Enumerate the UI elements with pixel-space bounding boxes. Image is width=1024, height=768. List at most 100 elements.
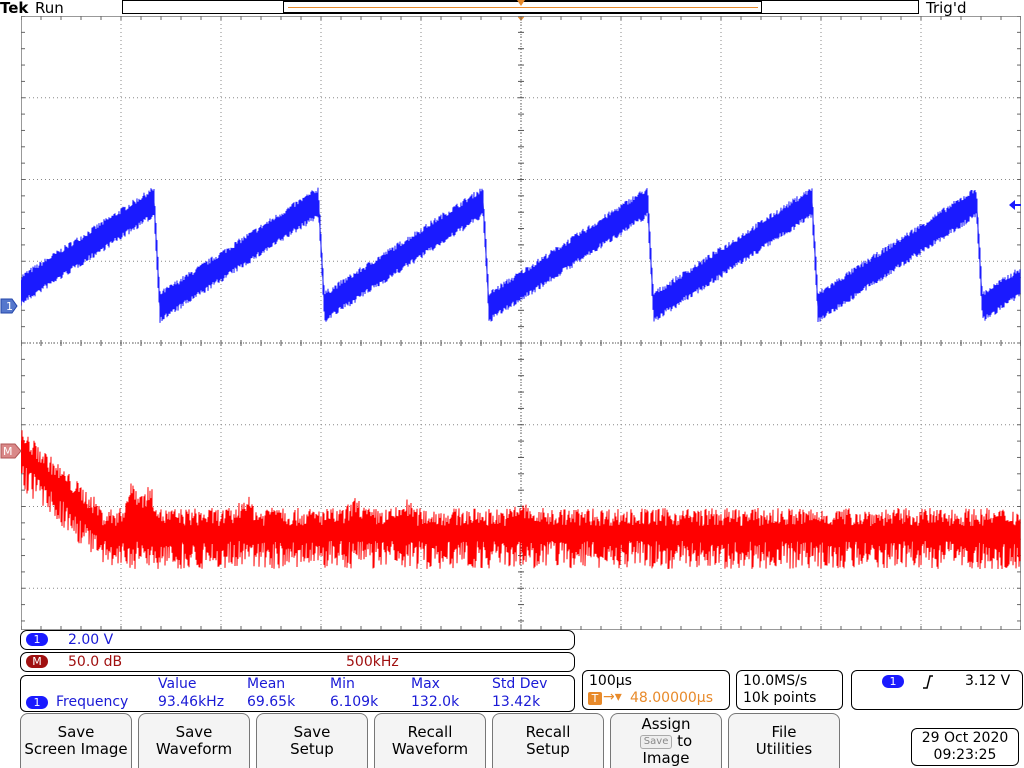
grid-dot: [820, 132, 822, 133]
trigger-readout[interactable]: 1 3.12 V: [851, 670, 1023, 710]
waveform-display[interactable]: [21, 16, 1021, 630]
grid-dot: [720, 52, 722, 53]
grid-dot: [220, 96, 222, 97]
center-axis-dot: [855, 342, 856, 344]
measurement-panel[interactable]: Value Mean Min Max Std Dev 1 Frequency 9…: [20, 675, 575, 712]
grid-dot: [285, 260, 286, 262]
grid-dot: [713, 587, 714, 589]
grid-dot: [849, 97, 850, 99]
grid-dot: [609, 506, 610, 507]
grid-dot: [520, 252, 522, 253]
grid-dot: [237, 424, 238, 426]
grid-dot: [620, 28, 622, 29]
grid-dot: [129, 97, 130, 99]
grid-dot: [929, 506, 930, 507]
grid-dot: [601, 179, 602, 180]
grid-dot: [817, 424, 818, 426]
grid-dot: [120, 584, 122, 585]
grid-dot: [373, 260, 374, 262]
recall-waveform-button[interactable]: Recall Waveform: [374, 713, 486, 768]
grid-dot: [620, 276, 622, 277]
grid-dot: [320, 140, 322, 141]
grid-dot: [620, 392, 622, 393]
grid-dot: [220, 432, 222, 433]
grid-dot: [320, 500, 322, 501]
grid-dot: [165, 97, 166, 99]
grid-dot: [965, 179, 966, 180]
grid-dot: [320, 180, 322, 181]
grid-dot: [933, 506, 934, 507]
grid-dot: [977, 342, 978, 344]
grid-dot: [905, 342, 906, 344]
grid-dot: [973, 587, 974, 589]
grid-dot: [229, 342, 230, 344]
grid-dot: [33, 260, 34, 262]
channel-1-marker[interactable]: 1: [0, 298, 18, 314]
grid-dot: [921, 587, 922, 589]
timebase-readout[interactable]: 100µs T →▾ 48.00000µs: [582, 670, 730, 710]
grid-dot: [920, 328, 922, 329]
grid-dot: [529, 179, 530, 180]
grid-dot: [761, 424, 762, 426]
grid-dot: [120, 472, 122, 473]
grid-dot: [520, 420, 522, 421]
save-setup-button[interactable]: Save Setup: [256, 713, 368, 768]
grid-dot: [320, 420, 322, 421]
grid-dot: [129, 179, 130, 180]
grid-dot: [233, 179, 234, 180]
grid-dot: [120, 564, 122, 565]
grid-dot: [320, 96, 322, 97]
math-marker[interactable]: M: [0, 443, 22, 459]
save-waveform-button[interactable]: Save Waveform: [138, 713, 250, 768]
grid-dot: [341, 424, 342, 426]
center-axis-dot: [822, 342, 823, 344]
grid-dot: [749, 506, 750, 507]
grid-dot: [937, 424, 938, 426]
grid-dot: [473, 179, 474, 180]
center-axis-dot: [520, 181, 522, 182]
grid-dot: [520, 144, 522, 145]
acquisition-readout[interactable]: 10.0MS/s 10k points: [736, 670, 843, 710]
grid-dot: [120, 364, 122, 365]
center-axis-dot: [762, 342, 763, 344]
save-screen-image-button[interactable]: Save Screen Image: [20, 713, 132, 768]
assign-save-button[interactable]: Assign Save to Image: [610, 713, 722, 768]
grid-dot: [120, 248, 122, 249]
grid-dot: [520, 60, 522, 61]
grid-dot: [881, 424, 882, 426]
grid-dot: [461, 179, 462, 180]
grid-dot: [620, 148, 622, 149]
grid-dot: [653, 179, 654, 180]
grid-dot: [720, 320, 722, 321]
grid-dot: [657, 506, 658, 507]
grid-dot: [997, 179, 998, 180]
grid-dot: [653, 342, 654, 344]
grid-dot: [473, 506, 474, 507]
center-axis-dot: [520, 580, 522, 581]
file-utilities-button[interactable]: File Utilities: [728, 713, 840, 768]
grid-dot: [520, 72, 522, 73]
recall-setup-button[interactable]: Recall Setup: [492, 713, 604, 768]
grid-dot: [620, 568, 622, 569]
grid-dot: [320, 24, 322, 25]
grid-dot: [820, 192, 822, 193]
center-axis-dot: [228, 342, 229, 344]
center-axis-dot: [429, 342, 430, 344]
grid-dot: [420, 44, 422, 45]
grid-dot: [153, 424, 154, 426]
center-axis-dot: [951, 342, 952, 344]
grid-dot: [769, 342, 770, 344]
grid-dot: [520, 576, 522, 577]
channel-1-readout[interactable]: 1 2.00 V: [20, 630, 575, 650]
math-readout[interactable]: M 50.0 dB 500kHz: [20, 652, 575, 672]
grid-dot: [645, 587, 646, 589]
grid-dot: [561, 424, 562, 426]
grid-dot: [820, 572, 822, 573]
center-axis-dot: [510, 342, 511, 344]
grid-dot: [120, 348, 122, 349]
center-axis-dot: [520, 385, 522, 386]
grid-dot: [569, 97, 570, 99]
grid-dot: [557, 506, 558, 507]
center-axis-dot: [813, 342, 814, 344]
grid-dot: [609, 424, 610, 426]
